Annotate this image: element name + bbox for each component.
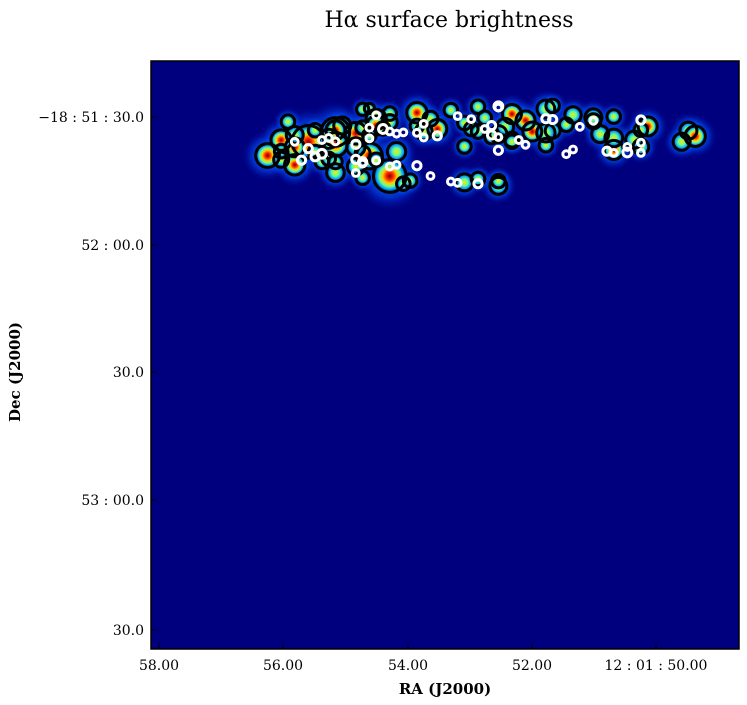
region-circle-black [355, 101, 371, 117]
region-circle-black [272, 142, 290, 160]
region-circle-white [412, 127, 422, 138]
region-circle-white [302, 143, 314, 155]
region-circle-white [431, 130, 443, 142]
x-axis-label: RA (J2000) [399, 680, 491, 698]
y-tick-label: 30.0 [113, 623, 144, 639]
region-circle-black [683, 124, 707, 148]
region-circle-white [622, 142, 633, 152]
region-circle-white [411, 160, 423, 172]
region-circle-white [295, 154, 308, 166]
region-circle-white [317, 135, 327, 145]
region-circle-black [636, 115, 659, 138]
region-circle-black [327, 153, 344, 171]
x-tick-label: 52.00 [512, 658, 552, 674]
region-circle-black [671, 131, 692, 152]
region-circle-white [561, 149, 572, 160]
region-circle-black [488, 175, 509, 196]
y-axis-ticks: −18 : 51 : 30.0 52 : 00.0 30.0 53 : 00.0 30.… [38, 110, 157, 639]
region-circle-black [306, 121, 324, 139]
region-circle-white [466, 114, 477, 125]
region-circle-white [547, 113, 559, 126]
region-circle-black [537, 136, 555, 154]
region-circle-white [635, 114, 647, 126]
region-circle-black [283, 153, 307, 177]
region-circle-white [452, 111, 463, 122]
region-circle-white [493, 102, 504, 113]
region-circle-black [279, 113, 297, 131]
y-tick-label: 53 : 00.0 [81, 493, 144, 509]
y-tick-label: 30.0 [113, 365, 144, 381]
region-circle-white [357, 158, 368, 169]
region-circle-white [636, 137, 646, 148]
region-circle-black [324, 119, 347, 142]
region-circle-white [479, 124, 490, 134]
region-circle-white [289, 136, 300, 147]
region-circle-black [469, 98, 487, 116]
region-circle-black [325, 162, 346, 183]
emission-knot [386, 141, 407, 162]
region-circle-white [350, 168, 361, 178]
region-circle-black [535, 98, 557, 120]
x-tick-label: 54.00 [388, 658, 428, 674]
region-circle-white [418, 118, 429, 129]
region-circle-black [603, 127, 625, 149]
region-circle-white [425, 171, 436, 181]
region-circle-black [514, 109, 537, 132]
x-axis-ticks: 58.00 56.00 54.00 52.00 12 : 01 : 50.00 [139, 643, 708, 674]
emission-knot [457, 139, 472, 154]
y-tick-label: −18 : 51 : 30.0 [38, 110, 144, 126]
region-circle-black [521, 120, 544, 143]
region-circle-white [364, 122, 375, 133]
x-tick-label: 12 : 01 : 50.00 [605, 658, 708, 674]
region-circle-white [309, 151, 321, 163]
chart-title: Hα surface brightness [324, 8, 573, 33]
y-axis-label: Dec (J2000) [6, 322, 24, 422]
region-circle-white [330, 136, 341, 147]
region-circle-white [371, 110, 382, 121]
region-circle-white [371, 155, 382, 166]
region-circles [254, 97, 707, 196]
region-circle-black [557, 116, 575, 133]
plot-frame [150, 60, 740, 650]
region-circle-black [405, 101, 429, 125]
region-circle-white [513, 135, 524, 145]
region-circle-black [590, 124, 611, 145]
region-circle-white [621, 146, 634, 159]
region-circle-black [605, 108, 623, 125]
region-circle-black [490, 172, 507, 190]
region-circle-white [568, 144, 578, 155]
region-circle-white [452, 177, 463, 188]
x-tick-label: 56.00 [263, 658, 303, 674]
region-circle-white [574, 121, 585, 132]
region-circle-black [503, 133, 521, 151]
x-tick-label: 58.00 [139, 658, 179, 674]
region-circle-black [456, 138, 473, 155]
region-circle-black [469, 170, 487, 188]
region-circle-black [583, 107, 604, 128]
region-circle-black [442, 101, 460, 119]
region-circle-black [272, 150, 291, 169]
region-circle-white [492, 144, 504, 156]
emission-knot [606, 109, 621, 124]
emission-knot [280, 114, 296, 129]
region-circle-black [254, 142, 282, 169]
region-circle-black [367, 151, 385, 169]
region-circle-white [418, 132, 429, 143]
region-circle-white [588, 115, 599, 126]
region-circle-white [364, 133, 375, 144]
region-circle-black [544, 97, 561, 115]
y-tick-label: 52 : 00.0 [81, 238, 144, 254]
region-circle-white [391, 159, 402, 170]
region-circle-white [472, 178, 484, 190]
region-circle-white [493, 132, 504, 142]
region-circle-white [608, 148, 619, 158]
region-circle-white [391, 128, 402, 139]
region-circle-white [636, 148, 646, 158]
region-circle-white [520, 139, 531, 150]
region-circle-white [350, 138, 362, 150]
region-circle-black [401, 172, 419, 189]
